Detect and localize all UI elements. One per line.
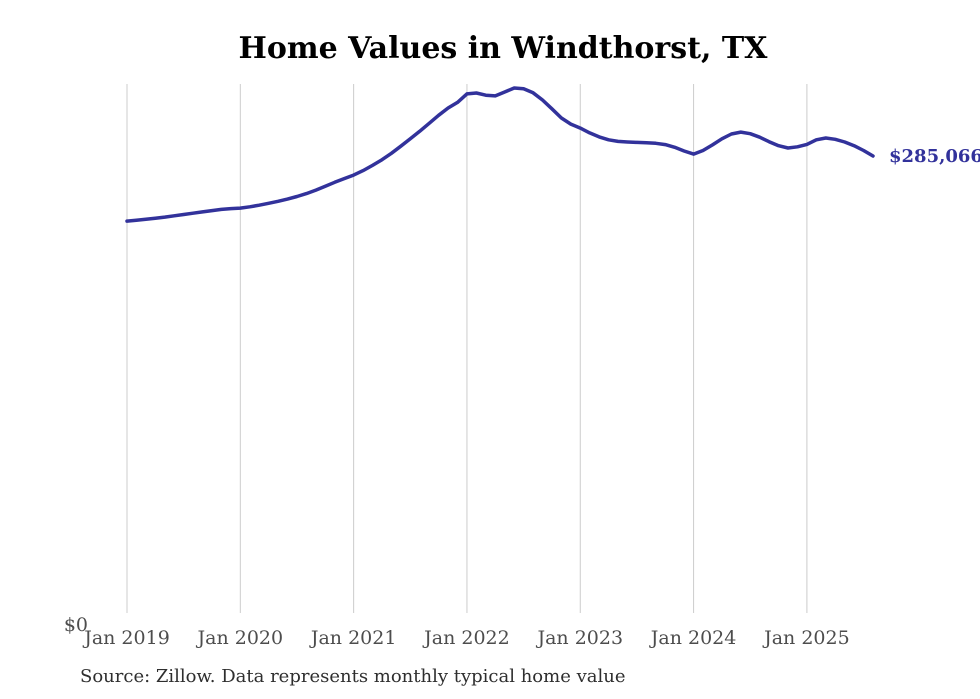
value-line <box>125 86 875 223</box>
x-tick-label: Jan 2020 <box>196 627 284 649</box>
x-axis-labels: Jan 2019 Jan 2020 Jan 2021 Jan 2022 Jan 2023… <box>82 627 849 649</box>
x-tick-label: Jan 2024 <box>649 627 737 649</box>
x-tick-label: Jan 2022 <box>422 627 510 649</box>
y-axis-zero-label: $0 <box>64 614 88 636</box>
gridlines <box>126 84 808 613</box>
chart-title: Home Values in Windthorst, TX <box>238 31 768 66</box>
x-tick-label: Jan 2021 <box>309 627 397 649</box>
x-tick-label: Jan 2025 <box>762 627 850 649</box>
x-tick-label: Jan 2019 <box>82 627 170 649</box>
source-note: Source: Zillow. Data represents monthly … <box>80 666 626 687</box>
x-tick-label: Jan 2023 <box>535 627 623 649</box>
end-value-label: $285,066 <box>889 146 980 167</box>
